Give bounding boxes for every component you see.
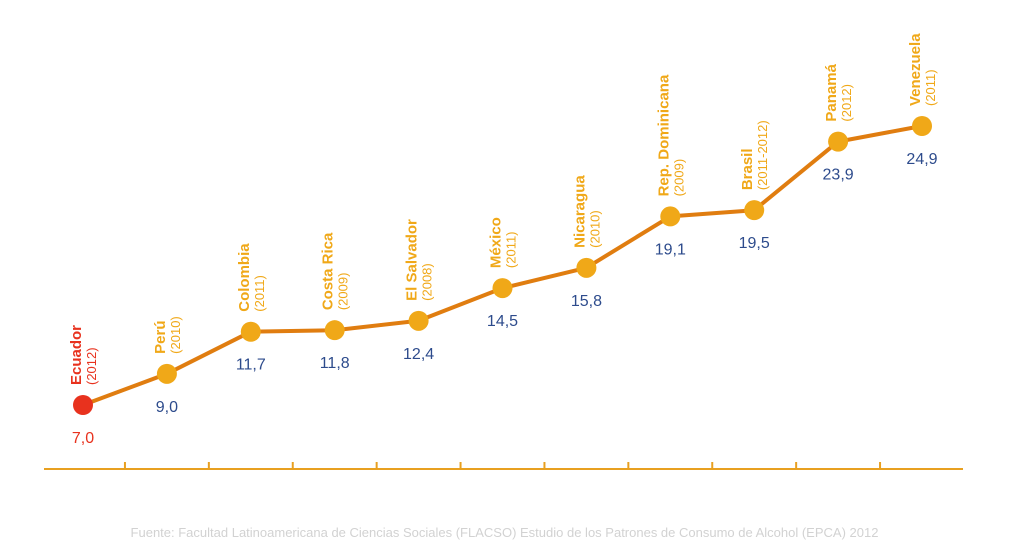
data-point xyxy=(744,200,765,221)
category-label: Rep. Dominicana (2009) xyxy=(655,74,686,196)
data-point xyxy=(492,278,513,299)
value-label: 19,1 xyxy=(655,241,686,258)
year-label: (2011) xyxy=(504,231,519,268)
value-label: 14,5 xyxy=(487,313,518,330)
year-label: (2010) xyxy=(168,316,183,354)
country-label: Rep. Dominicana xyxy=(655,74,672,196)
data-point xyxy=(240,321,261,342)
data-point xyxy=(73,395,93,415)
category-label: Colombia (2011) xyxy=(236,243,267,312)
year-label: (2012) xyxy=(839,84,854,122)
category-label: México (2011) xyxy=(488,217,519,268)
category-label: El Salvador (2008) xyxy=(404,219,435,301)
data-point xyxy=(408,310,429,331)
category-label: Costa Rica (2009) xyxy=(320,232,351,310)
value-label: 24,9 xyxy=(906,151,937,168)
data-point xyxy=(828,131,849,152)
value-label: 12,4 xyxy=(403,346,434,363)
value-label: 11,7 xyxy=(236,357,266,374)
year-label: (2010) xyxy=(587,210,602,248)
category-label: Nicaragua (2010) xyxy=(571,175,602,248)
year-label: (2008) xyxy=(420,263,435,301)
year-label: (2012) xyxy=(84,347,99,385)
country-label: Venezuela xyxy=(907,33,924,106)
value-label: 19,5 xyxy=(739,235,770,252)
category-label: Panamá (2012) xyxy=(823,63,854,121)
country-label: Panamá xyxy=(823,63,840,121)
value-label: 15,8 xyxy=(571,293,602,310)
country-label: Colombia xyxy=(236,243,253,312)
country-label: El Salvador xyxy=(404,219,421,301)
country-label: México xyxy=(488,217,505,268)
data-point xyxy=(912,116,932,136)
value-label: 11,8 xyxy=(320,355,350,372)
year-label: (2011) xyxy=(252,275,267,312)
year-label: (2011-2012) xyxy=(755,120,770,190)
value-label: 9,0 xyxy=(156,399,178,416)
category-label: Ecuador (2012) xyxy=(68,325,99,385)
country-label: Perú xyxy=(152,320,169,353)
data-point xyxy=(156,363,177,384)
year-label: (2009) xyxy=(336,273,351,311)
data-point xyxy=(660,206,681,227)
data-point xyxy=(324,320,345,341)
country-label: Costa Rica xyxy=(320,232,337,310)
year-label: (2011) xyxy=(923,69,938,106)
category-label: Venezuela (2011) xyxy=(907,33,938,106)
value-label: 7,0 xyxy=(72,430,94,447)
category-label: Perú (2010) xyxy=(152,316,183,354)
year-label: (2009) xyxy=(671,159,686,197)
category-label: Brasil (2011-2012) xyxy=(739,120,770,190)
country-label: Ecuador xyxy=(68,325,85,385)
country-label: Nicaragua xyxy=(571,175,588,248)
source-note: Fuente: Facultad Latinoamericana de Cien… xyxy=(130,525,879,540)
value-label: 23,9 xyxy=(823,167,854,184)
country-label: Brasil xyxy=(739,148,756,190)
data-point xyxy=(576,257,597,278)
